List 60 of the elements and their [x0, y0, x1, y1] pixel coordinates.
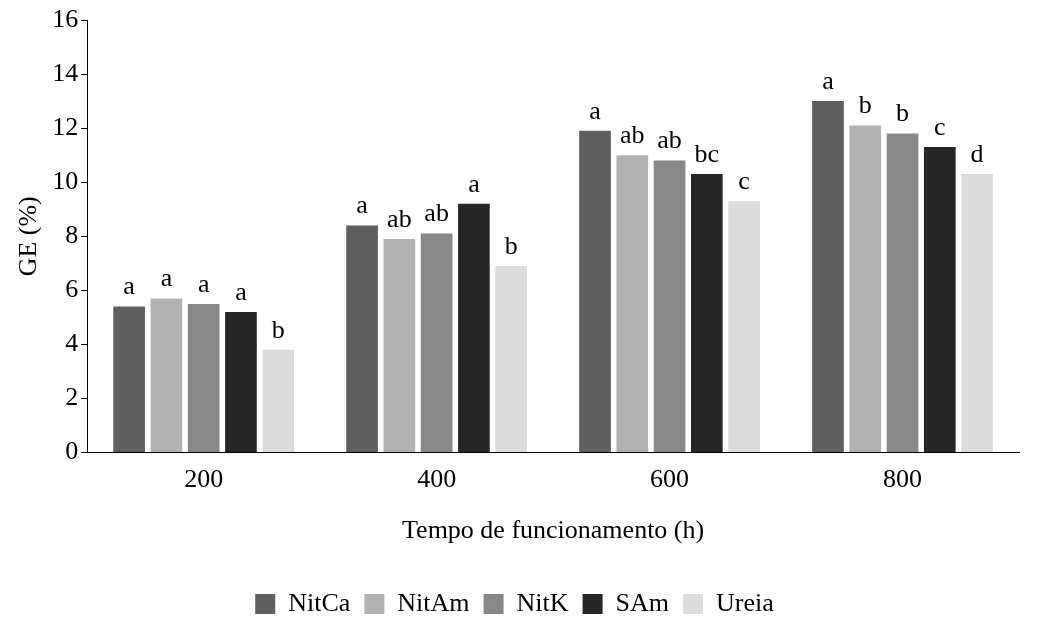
y-tick-label: 16	[52, 3, 79, 33]
data-label: a	[356, 190, 369, 220]
data-label: bc	[694, 138, 720, 168]
bar	[653, 160, 686, 453]
bar	[420, 233, 453, 453]
legend-label: NitAm	[397, 587, 470, 617]
legend-label: SAm	[615, 587, 670, 617]
data-label: a	[160, 263, 173, 293]
bar	[495, 266, 528, 453]
bar	[728, 201, 760, 453]
data-label: d	[970, 138, 984, 168]
bar	[346, 225, 378, 453]
legend-label: NitCa	[288, 587, 351, 617]
data-label: b	[271, 314, 285, 344]
bar	[383, 239, 416, 453]
y-tick-label: 8	[65, 220, 79, 250]
bar	[886, 133, 919, 453]
data-label: ab	[620, 120, 645, 150]
y-axis-title: GE (%)	[13, 196, 43, 277]
legend-label: NitK	[516, 587, 569, 617]
y-tick-label: 2	[65, 382, 79, 412]
y-tick-label: 14	[52, 57, 79, 87]
data-label: a	[468, 168, 481, 198]
data-label: c	[934, 111, 946, 141]
bar	[458, 203, 490, 453]
bar	[923, 147, 956, 453]
y-tick-label: 4	[65, 328, 79, 358]
data-label: ab	[657, 125, 682, 155]
y-tick-label: 12	[52, 111, 79, 141]
x-tick-label: 600	[650, 464, 690, 494]
data-label: a	[822, 65, 835, 95]
data-label: a	[197, 268, 210, 298]
x-tick-label: 400	[417, 464, 457, 494]
x-tick-label: 800	[883, 464, 923, 494]
bar	[961, 174, 993, 453]
bar	[262, 349, 295, 453]
legend-label: Ureia	[716, 587, 775, 617]
bar	[812, 101, 844, 453]
data-label: b	[504, 230, 518, 260]
data-label: a	[589, 95, 602, 125]
bar	[691, 174, 723, 453]
y-tick-label: 6	[65, 274, 79, 304]
bar	[150, 298, 183, 453]
bar	[225, 312, 257, 453]
x-axis-title: Tempo de funcionamento (h)	[402, 515, 705, 545]
bar	[187, 303, 220, 453]
data-label: a	[123, 271, 136, 301]
y-tick-label: 10	[52, 166, 79, 196]
y-tick-label: 0	[65, 436, 79, 466]
bar	[849, 125, 882, 453]
bar	[616, 155, 649, 453]
data-label: ab	[424, 198, 449, 228]
data-label: ab	[387, 203, 412, 233]
bar	[113, 306, 145, 453]
bar	[579, 130, 611, 453]
data-label: c	[738, 165, 750, 195]
data-label: a	[235, 276, 248, 306]
data-label: b	[896, 98, 910, 128]
x-tick-label: 200	[184, 464, 224, 494]
data-label: b	[858, 90, 872, 120]
